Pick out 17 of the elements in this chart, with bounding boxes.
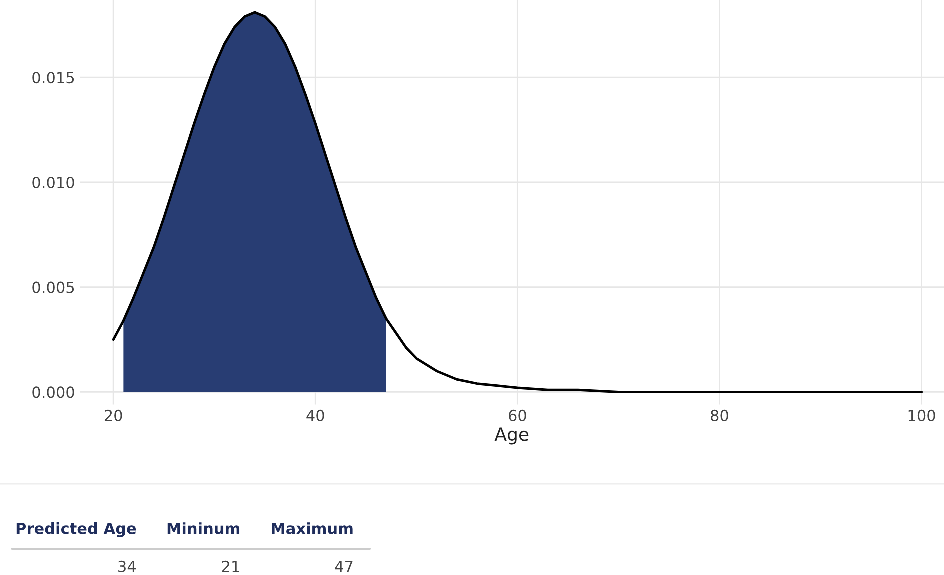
x-tick-label: 100 (908, 410, 936, 422)
y-tick-label: 0.010 (32, 176, 74, 188)
y-tick-label: 0.015 (32, 72, 74, 84)
x-tick-label: 40 (306, 410, 324, 422)
text: Maximum (272, 522, 353, 534)
text: 47 (335, 561, 353, 572)
y-tick-label: 0.000 (32, 386, 74, 398)
text: 21 (222, 560, 240, 572)
line-series (112, 11, 924, 394)
y-tick-label: 0.005 (32, 282, 74, 294)
x-tick-label: 60 (509, 410, 526, 422)
x-tick-label: 80 (711, 410, 728, 422)
x-tick-label: 20 (104, 410, 122, 422)
text: 34 (118, 560, 136, 572)
text: Mininum (168, 522, 240, 534)
text: Predicted Age (16, 522, 136, 538)
x-axis-title: Age (494, 428, 529, 445)
